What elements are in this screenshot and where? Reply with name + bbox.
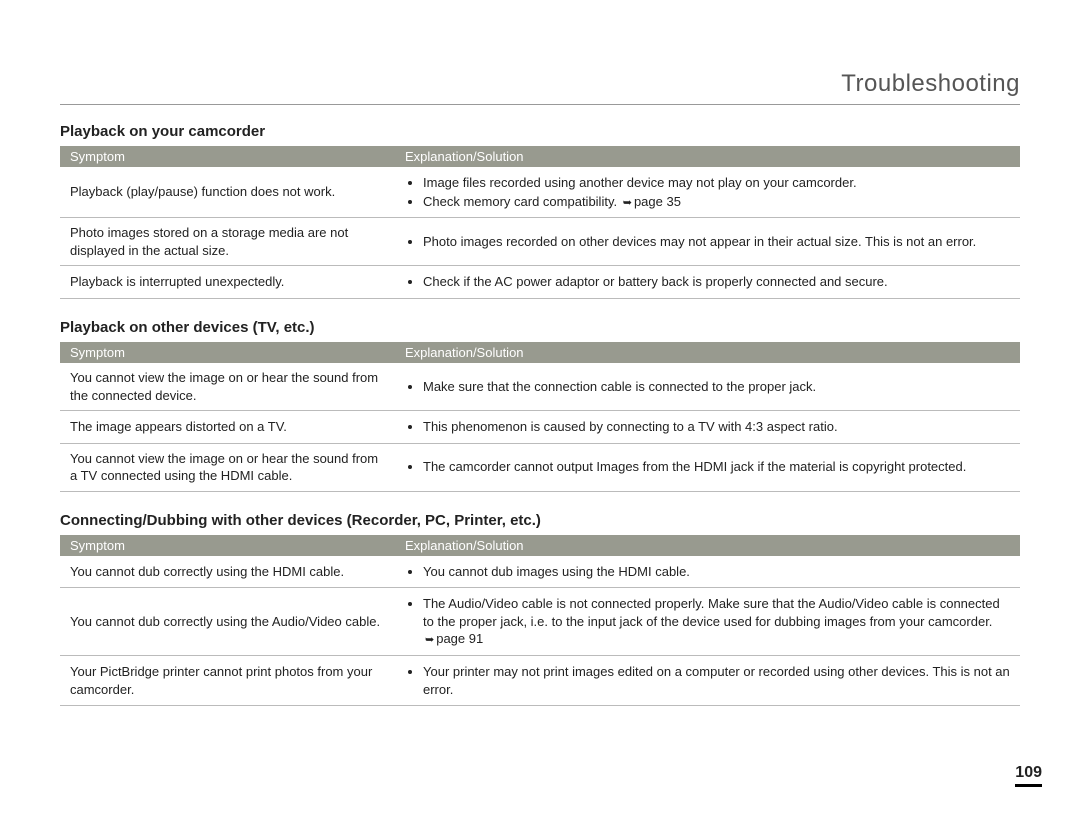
symptom-cell: Your PictBridge printer cannot print pho… (60, 656, 395, 706)
table-row: You cannot view the image on or hear the… (60, 443, 1020, 491)
table-row: You cannot view the image on or hear the… (60, 363, 1020, 411)
symptom-cell: You cannot dub correctly using the Audio… (60, 588, 395, 656)
solution-cell: Image files recorded using another devic… (395, 167, 1020, 218)
solution-cell: Photo images recorded on other devices m… (395, 218, 1020, 266)
symptom-cell: You cannot dub correctly using the HDMI … (60, 556, 395, 588)
solution-item: Photo images recorded on other devices m… (423, 233, 1010, 251)
solution-cell: You cannot dub images using the HDMI cab… (395, 556, 1020, 588)
col-symptom: Symptom (60, 342, 395, 363)
table-row: You cannot dub correctly using the Audio… (60, 588, 1020, 656)
symptom-cell: You cannot view the image on or hear the… (60, 363, 395, 411)
solution-item: Make sure that the connection cable is c… (423, 378, 1010, 396)
solution-cell: Make sure that the connection cable is c… (395, 363, 1020, 411)
page-ref-icon (621, 194, 634, 209)
table-row: You cannot dub correctly using the HDMI … (60, 556, 1020, 588)
symptom-cell: You cannot view the image on or hear the… (60, 443, 395, 491)
solution-item: The camcorder cannot output Images from … (423, 458, 1010, 476)
col-solution: Explanation/Solution (395, 146, 1020, 167)
solution-item: Image files recorded using another devic… (423, 174, 1010, 192)
page-title: Troubleshooting (60, 70, 1020, 105)
solution-item: Check memory card compatibility. page 35 (423, 193, 1010, 211)
table-row: Playback is interrupted unexpectedly. Che… (60, 266, 1020, 299)
manual-page: Troubleshooting Playback on your camcord… (0, 0, 1080, 825)
page-ref-icon (423, 631, 436, 646)
solution-cell: Check if the AC power adaptor or battery… (395, 266, 1020, 299)
solution-cell: The Audio/Video cable is not connected p… (395, 588, 1020, 656)
table-row: Photo images stored on a storage media a… (60, 218, 1020, 266)
page-number: 109 (1015, 764, 1042, 787)
solution-item: This phenomenon is caused by connecting … (423, 418, 1010, 436)
solution-item: The Audio/Video cable is not connected p… (423, 595, 1010, 648)
table-row: Playback (play/pause) function does not … (60, 167, 1020, 218)
section-heading: Playback on your camcorder (60, 123, 1020, 140)
col-symptom: Symptom (60, 535, 395, 556)
table-row: The image appears distorted on a TV. This… (60, 411, 1020, 444)
solution-item: Your printer may not print images edited… (423, 663, 1010, 698)
solution-cell: This phenomenon is caused by connecting … (395, 411, 1020, 444)
symptom-cell: Photo images stored on a storage media a… (60, 218, 395, 266)
symptom-cell: Playback is interrupted unexpectedly. (60, 266, 395, 299)
troubleshooting-table: SymptomExplanation/SolutionYou cannot vi… (60, 342, 1020, 492)
troubleshooting-table: SymptomExplanation/SolutionYou cannot du… (60, 535, 1020, 707)
solution-item: You cannot dub images using the HDMI cab… (423, 563, 1010, 581)
section-heading: Playback on other devices (TV, etc.) (60, 319, 1020, 336)
symptom-cell: Playback (play/pause) function does not … (60, 167, 395, 218)
col-solution: Explanation/Solution (395, 342, 1020, 363)
content-sections: Playback on your camcorderSymptomExplana… (60, 123, 1020, 706)
col-symptom: Symptom (60, 146, 395, 167)
table-row: Your PictBridge printer cannot print pho… (60, 656, 1020, 706)
solution-cell: Your printer may not print images edited… (395, 656, 1020, 706)
symptom-cell: The image appears distorted on a TV. (60, 411, 395, 444)
troubleshooting-table: SymptomExplanation/SolutionPlayback (pla… (60, 146, 1020, 299)
solution-cell: The camcorder cannot output Images from … (395, 443, 1020, 491)
col-solution: Explanation/Solution (395, 535, 1020, 556)
section-heading: Connecting/Dubbing with other devices (R… (60, 512, 1020, 529)
solution-item: Check if the AC power adaptor or battery… (423, 273, 1010, 291)
